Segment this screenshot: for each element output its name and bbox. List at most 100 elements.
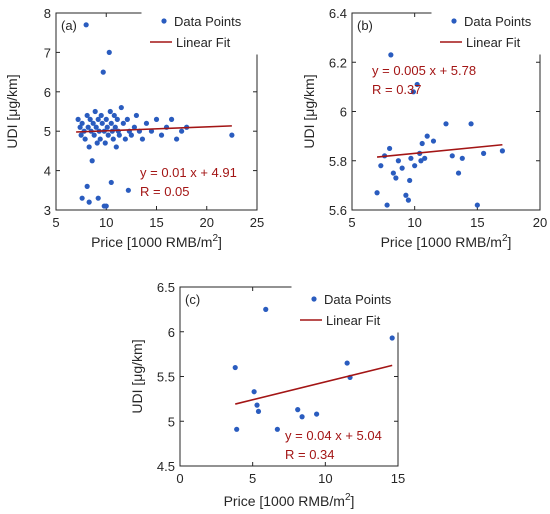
- data-point: [104, 124, 110, 130]
- x-tick-label: 15: [391, 471, 405, 486]
- data-point: [91, 132, 97, 138]
- data-point: [424, 133, 430, 139]
- y-tick-label: 6: [340, 105, 347, 120]
- legend-label-fit: Linear Fit: [176, 35, 231, 50]
- x-tick-label: 15: [149, 215, 163, 230]
- data-point: [474, 202, 480, 208]
- data-point: [481, 150, 487, 156]
- data-point: [388, 52, 394, 58]
- data-point: [92, 108, 98, 115]
- data-point: [455, 170, 462, 176]
- y-tick-label: 5: [168, 414, 175, 429]
- data-point: [75, 116, 81, 122]
- data-point: [234, 426, 240, 432]
- y-tick-label: 6: [168, 325, 175, 340]
- data-point: [158, 132, 165, 138]
- legend-point-marker: [451, 18, 457, 24]
- data-point: [263, 306, 269, 312]
- data-point: [86, 199, 92, 205]
- x-tick-label: 0: [176, 471, 183, 486]
- data-point: [89, 158, 95, 164]
- fit-equation-label: y = 0.01 x + 4.91: [140, 165, 237, 180]
- x-tick-label: 20: [533, 215, 547, 230]
- data-point: [122, 136, 128, 142]
- linear-fit-line: [235, 364, 393, 405]
- legend-label-fit: Linear Fit: [326, 313, 381, 328]
- chart-panel-c: 0 5 10 15 4.5 5 5.5 6 6.5 (c) Data Points Linear Fi…: [129, 280, 405, 509]
- data-point: [107, 108, 113, 115]
- data-point: [412, 163, 418, 169]
- x-tick-label: 10: [99, 215, 113, 230]
- data-point: [414, 81, 420, 88]
- data-point: [143, 120, 150, 126]
- data-point: [102, 140, 108, 146]
- data-point: [410, 89, 417, 95]
- data-point: [118, 104, 124, 111]
- data-point: [419, 140, 425, 147]
- data-point: [254, 402, 260, 408]
- y-tick-label: 6.2: [329, 55, 347, 70]
- data-point: [87, 116, 93, 122]
- data-point: [232, 364, 238, 371]
- y-tick-label: 5.5: [157, 370, 175, 385]
- legend-point-marker: [161, 18, 167, 24]
- y-tick-label: 8: [44, 6, 51, 21]
- data-point: [77, 124, 83, 130]
- x-tick-label: 5: [249, 471, 256, 486]
- data-point: [390, 170, 396, 176]
- data-point: [85, 124, 91, 130]
- data-point: [79, 195, 85, 201]
- panel-label: (a): [61, 18, 77, 33]
- data-point: [443, 121, 449, 127]
- data-point: [378, 163, 384, 169]
- data-point: [86, 144, 92, 150]
- data-point: [430, 138, 437, 144]
- data-point: [314, 411, 320, 417]
- linear-fit-line: [76, 125, 232, 133]
- x-tick-label: 10: [407, 215, 421, 230]
- data-point: [125, 187, 131, 193]
- y-tick-label: 3: [44, 203, 51, 218]
- x-tick-label: 5: [348, 215, 355, 230]
- data-point: [103, 203, 109, 209]
- data-point: [112, 124, 118, 130]
- data-point: [82, 136, 88, 142]
- data-point: [299, 414, 305, 420]
- data-point: [418, 158, 424, 164]
- legend-label-fit: Linear Fit: [466, 35, 521, 50]
- legend-box: [141, 7, 273, 55]
- data-point: [179, 128, 185, 134]
- y-tick-label: 7: [44, 45, 51, 60]
- legend-box: [291, 285, 401, 333]
- data-point: [395, 158, 401, 164]
- data-point: [79, 120, 85, 126]
- correlation-label: R = 0.37: [372, 82, 422, 97]
- data-point: [120, 120, 126, 126]
- data-point: [408, 155, 414, 161]
- correlation-label: R = 0.34: [285, 447, 335, 462]
- data-point: [78, 132, 84, 138]
- data-point: [84, 112, 90, 119]
- legend-label-points: Data Points: [324, 292, 392, 307]
- data-point: [384, 202, 390, 208]
- data-point: [148, 128, 155, 134]
- data-point: [131, 124, 137, 130]
- data-point: [84, 183, 90, 189]
- y-tick-label: 4: [44, 164, 51, 179]
- data-point: [168, 116, 175, 122]
- data-point: [83, 22, 89, 28]
- data-point: [255, 408, 262, 415]
- x-tick-label: 15: [470, 215, 484, 230]
- data-point: [387, 145, 393, 152]
- data-point: [459, 155, 465, 161]
- data-point: [468, 121, 474, 127]
- data-point: [100, 69, 106, 75]
- legend-box: [431, 7, 543, 55]
- panel-label: (b): [357, 18, 373, 33]
- data-point: [295, 407, 301, 413]
- data-point: [139, 136, 146, 142]
- data-point: [274, 426, 280, 432]
- y-tick-label: 5: [44, 124, 51, 139]
- panel-label: (c): [185, 292, 200, 307]
- legend: Data Points Linear Fit: [431, 7, 543, 55]
